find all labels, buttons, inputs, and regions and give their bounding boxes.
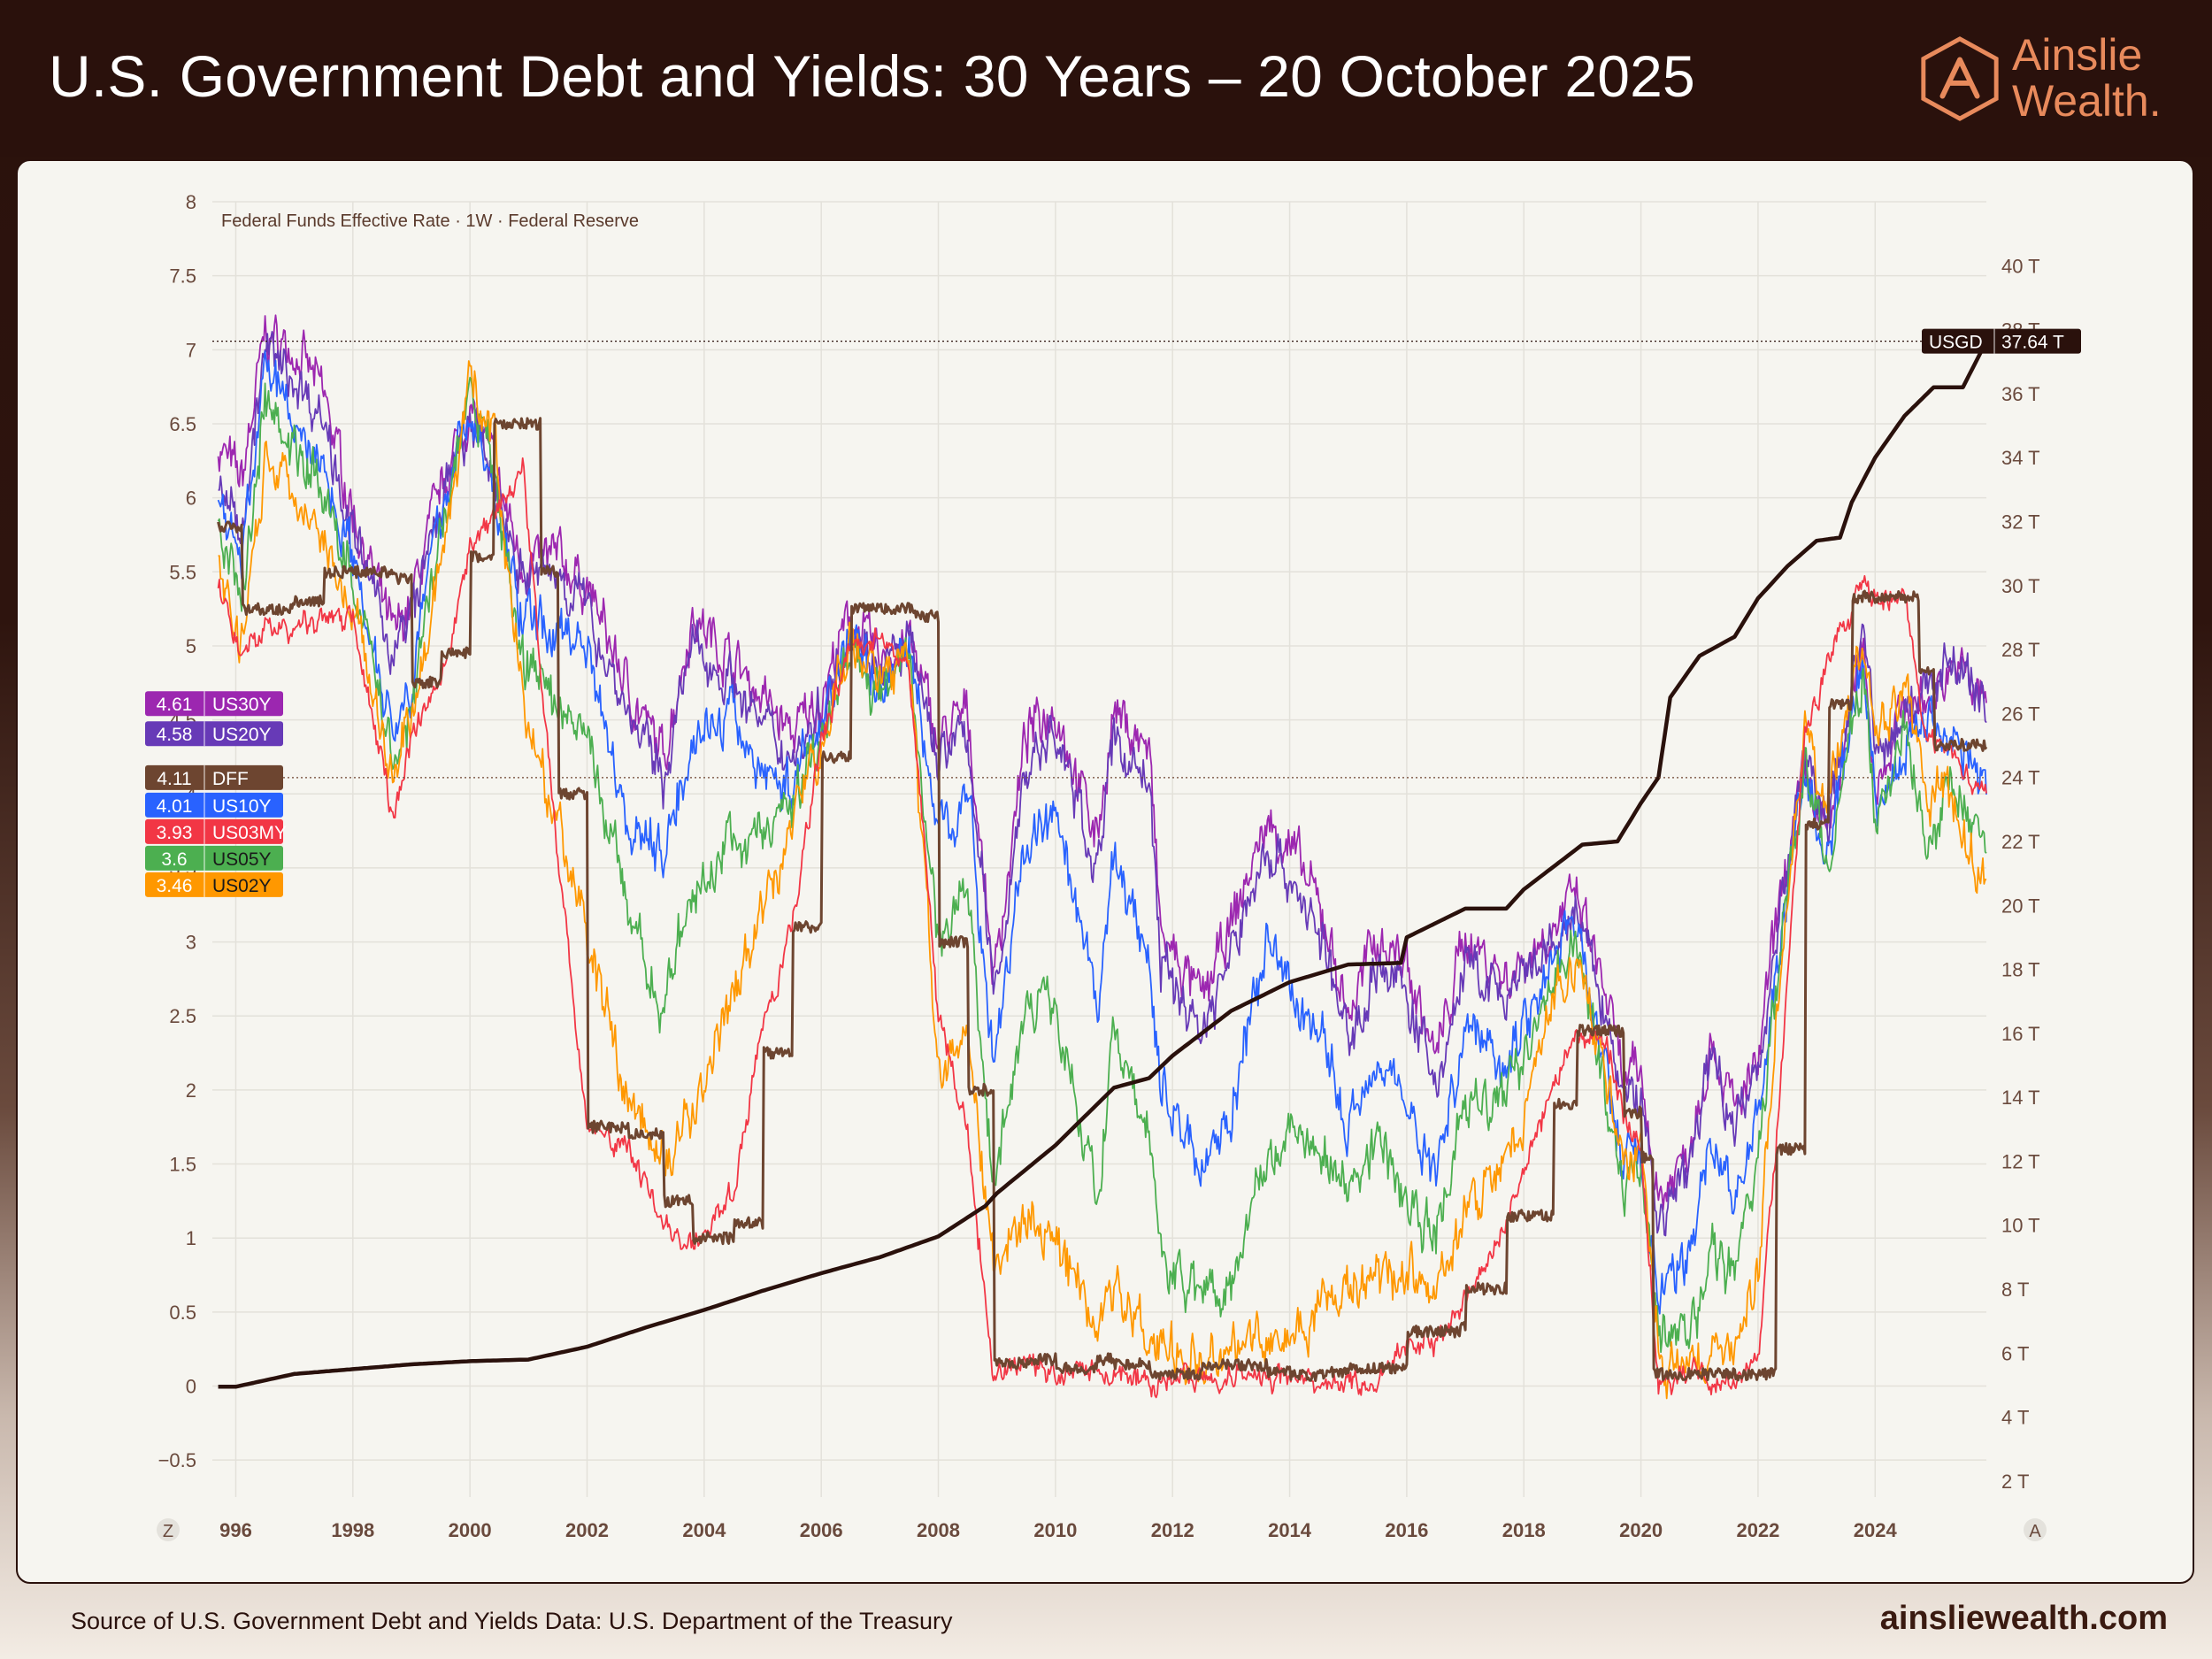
chart-title: Federal Funds Effective Rate · 1W · Fede… xyxy=(221,211,639,231)
x-tick-label: 2000 xyxy=(449,1519,492,1541)
footer-source: Source of U.S. Government Debt and Yield… xyxy=(71,1608,953,1634)
chart-panel xyxy=(16,159,2194,1584)
x-tick-label: 2018 xyxy=(1502,1519,1546,1541)
series-line-us02y xyxy=(218,360,1987,1400)
value-label-box-us20y xyxy=(145,721,283,747)
value-label-value: 4.11 xyxy=(157,769,191,789)
page-title: U.S. Government Debt and Yields: 30 Year… xyxy=(49,43,1695,109)
series-line-us03my xyxy=(217,457,1987,1399)
y-right-tick-label: 18 T xyxy=(2001,959,2040,981)
logo-line2: Wealth. xyxy=(2012,78,2162,124)
y-left-tick-label: −0.5 xyxy=(158,1449,196,1471)
x-tick-label: 1998 xyxy=(331,1519,374,1541)
x-tick-label: 996 xyxy=(219,1519,252,1541)
x-tick-label: 2020 xyxy=(1619,1519,1663,1541)
y-right-tick-label: 10 T xyxy=(2001,1215,2040,1237)
value-label-name: US03MY xyxy=(212,823,287,843)
x-tick-label: 2002 xyxy=(565,1519,609,1541)
series-line-us10y xyxy=(217,350,1987,1315)
y-left-tick-label: 7 xyxy=(186,339,196,361)
value-label-box-dff xyxy=(145,764,283,790)
value-label-value: 3.6 xyxy=(161,849,187,870)
usgd-label-name: USGD xyxy=(1929,333,1983,353)
y-left-tick-label: 6 xyxy=(186,488,196,510)
y-right-tick-label: 40 T xyxy=(2001,255,2040,277)
y-left-tick-label: 2 xyxy=(186,1079,196,1102)
corner-left-marker xyxy=(157,1518,180,1541)
series-line-us20y xyxy=(218,331,1987,1237)
value-label-name: US05Y xyxy=(212,849,272,870)
footer-site-link[interactable]: ainsliewealth.com xyxy=(1879,1600,2168,1637)
ainslie-logo-icon xyxy=(1921,36,1999,121)
value-label-value: 4.58 xyxy=(157,725,193,745)
y-left-tick-label: 0 xyxy=(186,1376,196,1398)
y-left-tick-label: 7.5 xyxy=(169,265,196,288)
y-right-tick-label: 26 T xyxy=(2001,703,2040,725)
y-right-tick-label: 4 T xyxy=(2001,1407,2029,1429)
x-tick-label: 2024 xyxy=(1854,1519,1898,1541)
series-line-us30y xyxy=(217,314,1987,1210)
x-tick-label: 2004 xyxy=(682,1519,726,1541)
logo-dot: . xyxy=(2148,76,2162,126)
y-right-tick-label: 36 T xyxy=(2001,383,2040,405)
value-label-box-us03my xyxy=(145,818,283,844)
x-tick-label: 2008 xyxy=(917,1519,960,1541)
y-right-tick-label: 22 T xyxy=(2001,831,2040,853)
series-line-usgd xyxy=(218,340,1989,1389)
y-right-tick-label: 8 T xyxy=(2001,1279,2029,1301)
y-right-tick-label: 32 T xyxy=(2001,511,2040,533)
value-label-name: US20Y xyxy=(212,725,272,745)
logo-wordmark: Ainslie Wealth. xyxy=(2012,32,2162,124)
value-label-name: DFF xyxy=(212,769,249,789)
y-left-tick-label: 1 xyxy=(186,1227,196,1249)
value-label-value: 4.01 xyxy=(157,796,193,817)
header-bar: U.S. Government Debt and Yields: 30 Year… xyxy=(0,0,2212,157)
value-label-box-us02y xyxy=(145,872,283,897)
series-line-dff xyxy=(217,417,1988,1382)
y-right-tick-label: 34 T xyxy=(2001,447,2040,469)
y-left-tick-label: 5 xyxy=(186,635,196,657)
x-tick-label: 2022 xyxy=(1736,1519,1779,1541)
y-right-tick-label: 30 T xyxy=(2001,575,2040,597)
y-right-tick-label: 2 T xyxy=(2001,1471,2029,1493)
x-tick-label: 2006 xyxy=(800,1519,843,1541)
y-right-tick-label: 16 T xyxy=(2001,1023,2040,1045)
x-tick-label: 2016 xyxy=(1385,1519,1428,1541)
corner-left-label: Z xyxy=(163,1522,173,1541)
usgd-label-value: 37.64 T xyxy=(2001,333,2064,353)
corner-right-marker xyxy=(2024,1518,2047,1541)
y-left-tick-label: 0.5 xyxy=(169,1302,196,1324)
value-label-value: 4.61 xyxy=(157,695,193,715)
y-left-tick-label: 6.5 xyxy=(169,413,196,435)
value-label-value: 3.93 xyxy=(157,823,193,843)
x-tick-label: 2012 xyxy=(1151,1519,1194,1541)
y-right-tick-label: 14 T xyxy=(2001,1087,2040,1109)
y-left-tick-label: 5.5 xyxy=(169,561,196,583)
value-label-box-us05y xyxy=(145,845,283,871)
x-tick-label: 2010 xyxy=(1033,1519,1077,1541)
logo-line1: Ainslie xyxy=(2012,30,2143,80)
logo-line2-text: Wealth xyxy=(2012,76,2149,126)
value-label-box-us30y xyxy=(145,691,283,717)
y-right-tick-label: 20 T xyxy=(2001,895,2040,917)
value-label-name: US10Y xyxy=(212,796,272,817)
y-left-tick-label: 8 xyxy=(186,191,196,213)
y-left-tick-label: 1.5 xyxy=(169,1154,196,1176)
y-right-tick-label: 12 T xyxy=(2001,1150,2040,1172)
y-right-tick-label: 28 T xyxy=(2001,639,2040,661)
y-right-tick-label: 24 T xyxy=(2001,767,2040,789)
value-label-value: 3.46 xyxy=(157,876,193,896)
x-tick-label: 2014 xyxy=(1268,1519,1312,1541)
value-label-name: US30Y xyxy=(212,695,272,715)
y-left-tick-label: 3 xyxy=(186,932,196,954)
usgd-label-box xyxy=(1922,328,2081,354)
value-label-box-us10y xyxy=(145,792,283,818)
y-left-tick-label: 2.5 xyxy=(169,1005,196,1027)
corner-right-label: A xyxy=(2029,1522,2041,1541)
value-label-name: US02Y xyxy=(212,876,272,896)
y-right-tick-label: 6 T xyxy=(2001,1342,2029,1364)
